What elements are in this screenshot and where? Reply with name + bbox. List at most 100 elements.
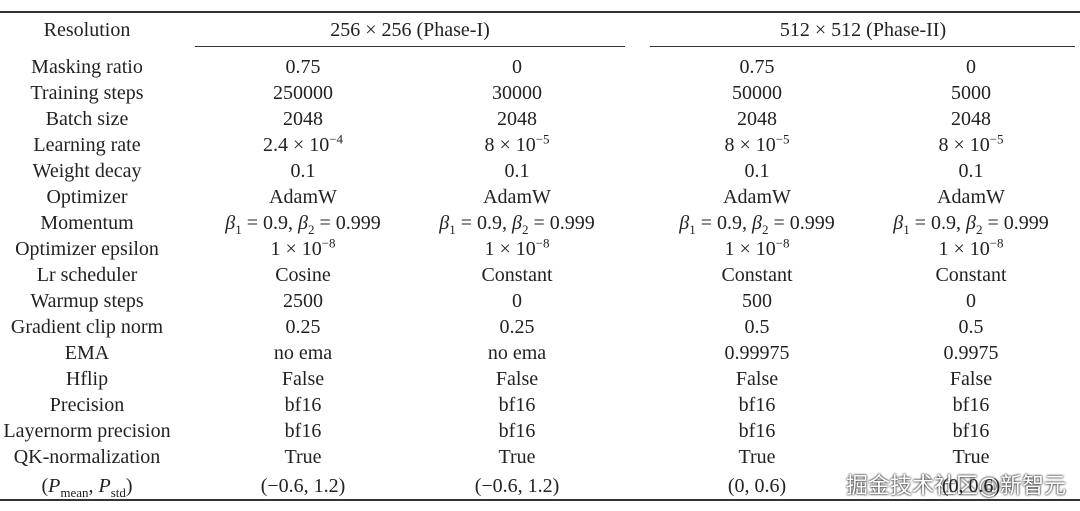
math-symbol: β — [225, 212, 236, 234]
cell: bf16 — [284, 420, 322, 442]
cell: 8 × 10−5 — [484, 132, 549, 156]
cell: 0.99975 — [724, 342, 790, 364]
math-symbol: P — [98, 475, 111, 497]
header-group: 256 × 256 (Phase-I) — [330, 19, 490, 41]
cell: 0.75 — [739, 56, 775, 78]
cell: 0 — [512, 56, 522, 78]
cell: 500 — [742, 290, 772, 312]
cell: bf16 — [738, 420, 776, 442]
supscript: −8 — [321, 235, 336, 251]
cell: True — [284, 446, 322, 468]
cell: Cosine — [275, 264, 331, 286]
math-symbol: β — [439, 212, 450, 234]
cell: Constant — [481, 264, 553, 286]
cell: 250000 — [273, 82, 333, 104]
cell: 2500 — [283, 290, 323, 312]
cell: bf16 — [284, 394, 322, 416]
text-run: ( — [41, 475, 49, 497]
subscript: std — [110, 485, 126, 500]
row-label: Warmup steps — [30, 290, 144, 312]
cell: 2.4 × 10−4 — [262, 132, 343, 156]
cell: β1 = 0.9, β2 = 0.999 — [225, 212, 381, 236]
row-label: Masking ratio — [31, 56, 143, 78]
cell: 1 × 10−8 — [270, 236, 335, 259]
text-run: = 0.999 — [314, 212, 381, 234]
text-run: 1 × 10 — [938, 238, 990, 260]
cell: bf16 — [498, 420, 536, 442]
row-label: Gradient clip norm — [10, 316, 164, 338]
cell: 0.5 — [958, 316, 984, 338]
text-run: = 0.999 — [768, 212, 835, 234]
cell: True — [738, 446, 776, 468]
subscript: 2 — [307, 222, 315, 237]
cell: no ema — [487, 342, 547, 364]
subscript: 2 — [521, 222, 529, 237]
text-run: 2.4 × 10 — [262, 134, 330, 156]
cell: 0.25 — [499, 316, 535, 338]
math-symbol: β — [298, 212, 308, 234]
supscript: −8 — [989, 235, 1004, 251]
math-symbol: β — [512, 212, 522, 234]
text-run: , — [88, 475, 99, 497]
supscript: −5 — [775, 131, 790, 147]
cell: β1 = 0.9, β2 = 0.999 — [679, 212, 835, 236]
cell: 0 — [966, 56, 976, 78]
text-run: 8 × 10 — [484, 134, 536, 156]
cell: 0.75 — [285, 56, 321, 78]
row-label: Learning rate — [33, 134, 141, 156]
cell: False — [495, 368, 539, 390]
cell: 5000 — [951, 82, 991, 104]
cell: 2048 — [951, 108, 991, 130]
supscript: −5 — [535, 131, 550, 147]
group-rule — [195, 46, 625, 47]
cell: 8 × 10−5 — [724, 132, 789, 155]
cell: 0.5 — [744, 316, 770, 338]
cell: 50000 — [732, 82, 782, 104]
math-symbol: β — [893, 212, 904, 234]
math-symbol: P — [48, 475, 61, 497]
subscript: mean — [60, 485, 89, 500]
row-label: Momentum — [40, 212, 134, 234]
row-label: Weight decay — [32, 160, 142, 182]
cell: False — [949, 368, 993, 390]
cell: 8 × 10−5 — [938, 132, 1003, 156]
supscript: −8 — [535, 235, 550, 251]
cell: 30000 — [492, 82, 542, 104]
cell: 2048 — [737, 108, 777, 130]
supscript: −4 — [329, 131, 344, 147]
cell: no ema — [273, 342, 333, 364]
row-label: Optimizer epsilon — [15, 238, 159, 260]
cell: bf16 — [738, 394, 776, 416]
cell: 0.25 — [285, 316, 321, 338]
text-run: ) — [125, 475, 133, 497]
cell: 0.9975 — [943, 342, 999, 364]
cell: 1 × 10−8 — [484, 236, 549, 259]
cell: 1 × 10−8 — [938, 236, 1003, 260]
watermark: 掘金技术社区@新智元 — [845, 474, 1066, 499]
header-label: Resolution — [43, 19, 131, 41]
row-label: Lr scheduler — [36, 264, 138, 286]
text-run: = 0.9, — [695, 212, 752, 234]
row-label: Batch size — [45, 108, 129, 130]
text-run: 8 × 10 — [938, 134, 990, 156]
subscript: 1 — [903, 222, 910, 237]
cell: 0.1 — [744, 160, 770, 182]
cell: bf16 — [952, 394, 990, 416]
cell: AdamW — [937, 186, 1005, 208]
cell: 2048 — [497, 108, 537, 130]
cell: (0, 0.6) — [727, 475, 787, 497]
cell: 0 — [966, 290, 976, 312]
row-label: Layernorm precision — [3, 420, 171, 442]
text-run: 1 × 10 — [724, 238, 776, 260]
text-run: = 0.999 — [982, 212, 1049, 234]
group-rule — [650, 46, 1075, 47]
row-label: QK-normalization — [13, 446, 161, 468]
math-symbol: β — [752, 212, 762, 234]
cell: 0.1 — [290, 160, 316, 182]
cell: 0.1 — [958, 160, 984, 182]
cell: AdamW — [723, 186, 791, 208]
supscript: −8 — [775, 235, 790, 251]
subscript: 1 — [689, 222, 696, 237]
cell: True — [498, 446, 536, 468]
